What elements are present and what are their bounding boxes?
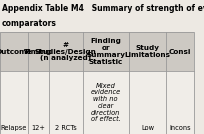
Text: 2 RCTs: 2 RCTs <box>55 125 77 131</box>
Bar <box>0 71 194 134</box>
Text: Incons: Incons <box>169 125 191 131</box>
Text: Relapse: Relapse <box>1 125 27 131</box>
Bar <box>0 0 204 31</box>
Text: Low: Low <box>141 125 154 131</box>
Text: Study
Limitations: Study Limitations <box>124 45 170 58</box>
Text: comparators: comparators <box>2 19 57 28</box>
Text: Mixed
evidence
with no
clear
direction
of effect.: Mixed evidence with no clear direction o… <box>90 83 121 122</box>
Text: #
Studies/Design
(n analyzed): # Studies/Design (n analyzed) <box>35 42 97 61</box>
Text: 12+: 12+ <box>31 125 45 131</box>
Text: Finding
or
Summary
Statistic: Finding or Summary Statistic <box>86 38 125 65</box>
Text: Timing: Timing <box>24 49 52 55</box>
Text: Consi: Consi <box>169 49 191 55</box>
Text: Appendix Table M4   Summary of strength of evidence: fami: Appendix Table M4 Summary of strength of… <box>2 4 204 13</box>
Bar <box>0 32 194 134</box>
Text: Outcome: Outcome <box>0 49 32 55</box>
Bar <box>0 32 194 71</box>
